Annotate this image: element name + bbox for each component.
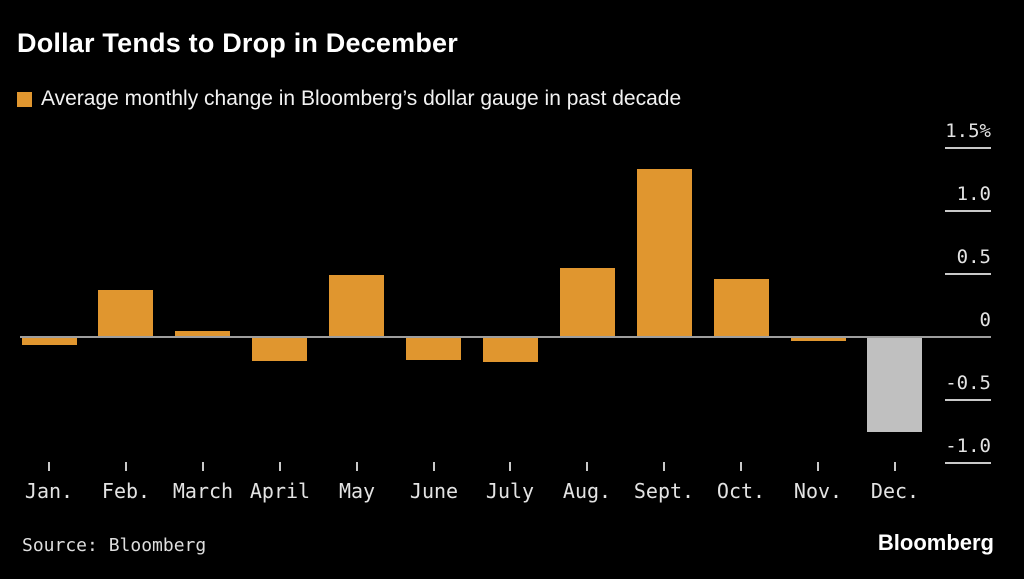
x-axis-tick <box>279 462 281 471</box>
y-axis-label: -1.0 <box>945 435 991 457</box>
x-axis-label: May <box>338 479 376 503</box>
legend: Average monthly change in Bloomberg’s do… <box>17 87 681 111</box>
y-axis-tick <box>945 210 991 212</box>
x-axis-label: Oct. <box>716 479 766 503</box>
bar-june <box>406 337 461 360</box>
x-axis-tick <box>48 462 50 471</box>
y-axis-label: 0.5 <box>956 246 991 268</box>
x-axis-tick <box>586 462 588 471</box>
x-axis-tick <box>202 462 204 471</box>
legend-label: Average monthly change in Bloomberg’s do… <box>41 87 682 110</box>
source-note: Source: Bloomberg <box>22 535 207 556</box>
x-axis-label: Nov. <box>793 479 843 503</box>
x-axis-tick <box>663 462 665 471</box>
x-axis-tick <box>433 462 435 471</box>
bloomberg-logo: Bloomberg <box>877 530 994 555</box>
bar-july <box>483 337 538 362</box>
zero-axis-line <box>20 336 991 338</box>
bar-aug <box>560 268 615 337</box>
y-axis-label: 1.0 <box>956 183 991 205</box>
x-axis-label: Aug. <box>562 479 612 503</box>
bar-feb <box>98 290 153 337</box>
legend-swatch-icon <box>17 91 32 107</box>
x-axis-tick <box>817 462 819 471</box>
x-axis-label: Sept. <box>633 479 695 503</box>
y-axis-tick <box>945 147 991 149</box>
y-axis-label: 0 <box>979 309 991 331</box>
y-axis-label: 1.5% <box>945 120 991 142</box>
bar-march <box>175 331 230 337</box>
bar-sept <box>637 169 692 337</box>
x-axis-label: Dec. <box>870 479 920 503</box>
x-axis-label: March <box>172 479 234 503</box>
x-axis-tick <box>125 462 127 471</box>
x-axis-tick <box>894 462 896 471</box>
y-axis-tick <box>945 273 991 275</box>
x-axis-tick <box>356 462 358 471</box>
bar-nov <box>791 337 846 341</box>
bar-oct <box>714 279 769 337</box>
x-axis-label: Feb. <box>101 479 151 503</box>
x-axis-label: July <box>485 479 535 503</box>
x-axis-tick <box>740 462 742 471</box>
bar-dec <box>867 337 922 432</box>
bar-may <box>329 275 384 337</box>
chart-title: Dollar Tends to Drop in December <box>17 28 458 58</box>
x-axis-tick <box>509 462 511 471</box>
x-axis-label: June <box>409 479 459 503</box>
y-axis-label: -0.5 <box>945 372 991 394</box>
y-axis-tick <box>945 462 991 464</box>
x-axis-label: Jan. <box>24 479 74 503</box>
bar-jan <box>22 337 77 345</box>
y-axis-tick <box>945 399 991 401</box>
bar-april <box>252 337 307 361</box>
x-axis-label: April <box>249 479 311 503</box>
